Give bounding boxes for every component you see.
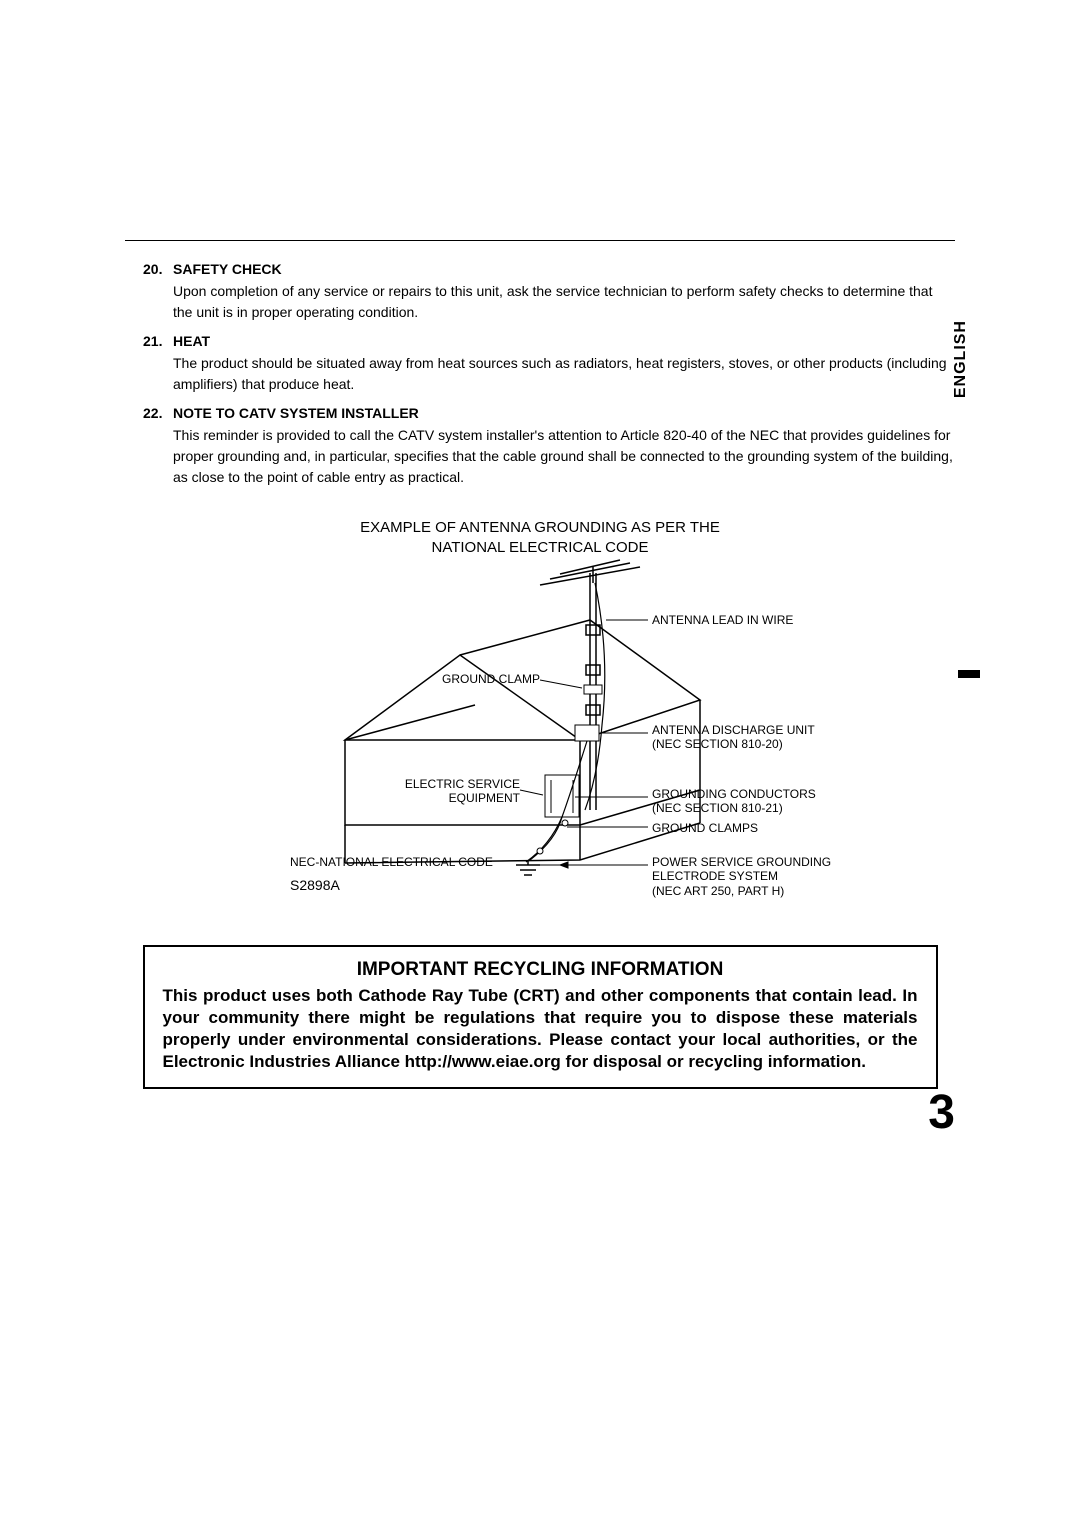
- diagram-caption: EXAMPLE OF ANTENNA GROUNDING AS PER THE …: [125, 518, 955, 557]
- antenna-diagram: ANTENNA LEAD IN WIRE GROUND CLAMP ANTENN…: [230, 565, 850, 905]
- recycling-info-box: IMPORTANT RECYCLING INFORMATION This pro…: [143, 945, 938, 1089]
- info-box-title: IMPORTANT RECYCLING INFORMATION: [163, 959, 918, 981]
- item-number: 22.: [143, 405, 162, 421]
- caption-line: EXAMPLE OF ANTENNA GROUNDING AS PER THE: [360, 519, 720, 536]
- label-antenna-lead: ANTENNA LEAD IN WIRE: [652, 613, 793, 627]
- item-body: This reminder is provided to call the CA…: [173, 425, 955, 488]
- label-nec-note: NEC-NATIONAL ELECTRICAL CODE: [290, 855, 493, 869]
- list-item: 20. SAFETY CHECK Upon completion of any …: [125, 261, 955, 323]
- info-box-body: This product uses both Cathode Ray Tube …: [163, 985, 918, 1073]
- label-discharge-unit: ANTENNA DISCHARGE UNIT (NEC SECTION 810-…: [652, 723, 815, 752]
- item-body: Upon completion of any service or repair…: [173, 281, 955, 323]
- label-ground-clamp: GROUND CLAMP: [440, 672, 540, 686]
- tab-marker: [958, 670, 980, 678]
- item-number: 21.: [143, 333, 162, 349]
- list-item: 21. HEAT The product should be situated …: [125, 333, 955, 395]
- item-title: HEAT: [173, 333, 955, 349]
- label-electric-service: ELECTRIC SERVICE EQUIPMENT: [395, 777, 520, 806]
- item-body: The product should be situated away from…: [173, 353, 955, 395]
- label-grounding-conductors: GROUNDING CONDUCTORS (NEC SECTION 810-21…: [652, 787, 816, 816]
- item-number: 20.: [143, 261, 162, 277]
- item-title: SAFETY CHECK: [173, 261, 955, 277]
- page-number: 3: [928, 1085, 955, 1140]
- label-ground-clamps: GROUND CLAMPS: [652, 821, 758, 835]
- label-code: S2898A: [290, 877, 340, 894]
- list-item: 22. NOTE TO CATV SYSTEM INSTALLER This r…: [125, 405, 955, 488]
- item-title: NOTE TO CATV SYSTEM INSTALLER: [173, 405, 955, 421]
- caption-line: NATIONAL ELECTRICAL CODE: [432, 539, 649, 556]
- label-power-service: POWER SERVICE GROUNDING ELECTRODE SYSTEM…: [652, 855, 831, 898]
- page-content: 20. SAFETY CHECK Upon completion of any …: [125, 240, 955, 1089]
